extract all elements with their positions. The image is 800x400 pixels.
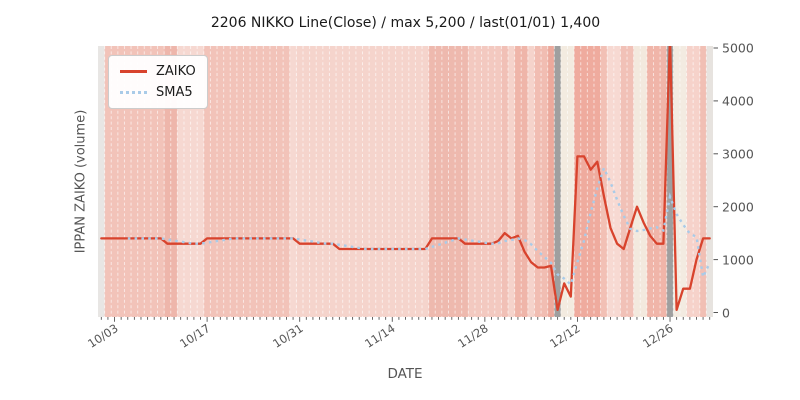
x-tick-label: 12/26	[640, 321, 676, 351]
x-axis-ticks	[100, 317, 711, 322]
x-tick-label: 10/03	[84, 321, 121, 351]
x-tick-label: 10/31	[269, 321, 306, 351]
x-axis-label: DATE	[387, 366, 423, 382]
legend-label-zaiko: ZAIKO	[156, 64, 196, 79]
background-day-band	[646, 46, 667, 317]
legend-label-sma5: SMA5	[156, 85, 193, 100]
y-tick-label: 5000	[722, 40, 754, 56]
sma5-line	[127, 164, 711, 287]
chart-title: 2206 NIKKO Line(Close) / max 5,200 / las…	[210, 15, 601, 31]
background-day-band	[203, 46, 290, 317]
background-day-band	[501, 46, 508, 317]
legend: ZAIKO SMA5	[108, 55, 208, 109]
background-day-band	[527, 46, 535, 317]
background-day-band	[600, 46, 608, 317]
y-tick-label: 0	[722, 305, 730, 320]
background-day-band	[706, 46, 713, 317]
y-tick-label: 1000	[722, 252, 754, 268]
y-tick-label: 4000	[722, 93, 754, 109]
x-tick-label: 11/28	[455, 321, 491, 351]
background-day-band	[289, 46, 297, 317]
background-day-band	[699, 46, 707, 317]
y-tick-label: 3000	[722, 146, 754, 162]
background-day-band	[666, 46, 674, 317]
zaiko-line-swatch	[120, 70, 147, 73]
background-day-band	[468, 46, 502, 317]
legend-item-sma5: SMA5	[120, 85, 196, 100]
sma5-line-swatch	[120, 91, 147, 94]
x-tick-label: 12/12	[547, 321, 584, 351]
background-day-band	[547, 46, 555, 317]
x-tick-label: 11/14	[362, 321, 398, 351]
y-axis-label: IPPAN ZAIKO (volume)	[73, 109, 89, 254]
background-day-band	[508, 46, 515, 317]
background-day-band	[98, 46, 105, 317]
x-tick-label: 10/17	[177, 321, 213, 351]
legend-item-zaiko: ZAIKO	[120, 64, 196, 79]
y-axis-ticks	[713, 47, 718, 313]
background-day-band	[554, 46, 561, 317]
y-tick-label: 2000	[722, 199, 754, 215]
